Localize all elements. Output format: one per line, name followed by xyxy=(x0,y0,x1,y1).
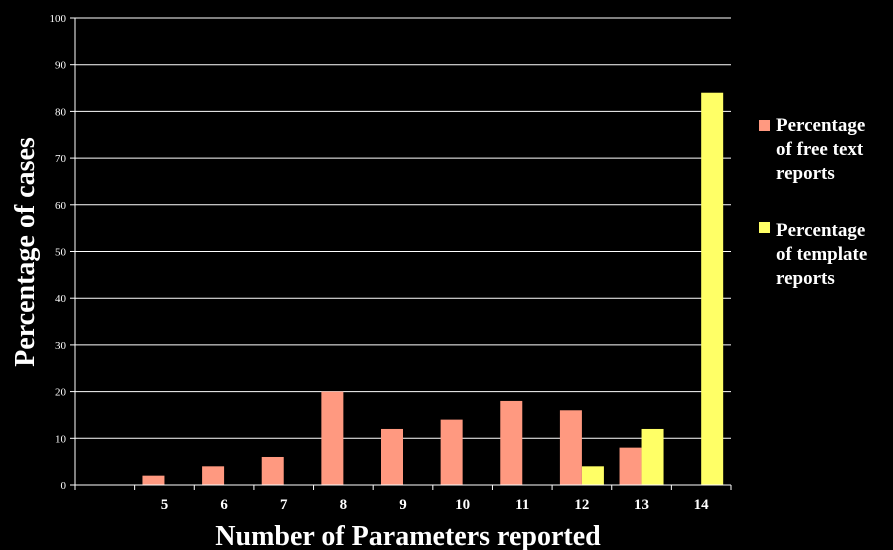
legend-swatch-template xyxy=(759,222,770,233)
x-tick-label: 5 xyxy=(161,497,169,513)
y-tick-label: 90 xyxy=(55,60,67,72)
y-tick-label: 20 xyxy=(55,387,67,399)
legend-swatch-free-text xyxy=(759,120,770,131)
x-tick-label: 13 xyxy=(634,497,649,513)
y-axis-title: Percentage of cases xyxy=(10,137,41,367)
y-tick-label: 100 xyxy=(50,13,67,25)
y-tick-label: 50 xyxy=(55,247,67,259)
gridlines xyxy=(75,17,731,439)
y-tick-label: 70 xyxy=(55,153,67,165)
bar xyxy=(619,447,642,485)
x-tick-label: 14 xyxy=(694,497,710,513)
x-tick-label: 6 xyxy=(220,497,228,513)
legend-label-free-text-line: Percentage xyxy=(776,115,865,136)
x-tick-label: 11 xyxy=(515,497,529,513)
bar xyxy=(440,419,463,485)
x-tick-label: 8 xyxy=(340,497,348,513)
x-tick-label: 7 xyxy=(280,497,288,513)
y-tick-label: 30 xyxy=(55,340,67,352)
y-tick-label: 10 xyxy=(55,433,67,445)
legend-label-template-line: of template xyxy=(776,244,867,265)
y-tick-label: 60 xyxy=(55,200,67,212)
bar xyxy=(142,475,165,485)
bar xyxy=(641,428,664,485)
legend-label-template-line: reports xyxy=(776,268,835,289)
bar xyxy=(261,456,284,485)
bar xyxy=(581,466,604,485)
y-tick-label: 40 xyxy=(55,293,67,305)
x-tick-label: 10 xyxy=(455,497,470,513)
legend-label-free-text-line: reports xyxy=(776,163,835,184)
legend-label-template-line: Percentage xyxy=(776,220,865,241)
bar xyxy=(202,466,225,485)
bar xyxy=(559,410,582,485)
legend-label-template: Percentage of template reports xyxy=(776,220,872,289)
x-axis-title: Number of Parameters reported xyxy=(215,521,601,550)
bar xyxy=(381,428,403,485)
bars xyxy=(142,92,724,485)
x-tick-label: 9 xyxy=(399,497,407,513)
y-tick-label: 0 xyxy=(61,480,67,492)
y-tick-label: 80 xyxy=(55,106,67,118)
tick-labels: 0 10 20 30 40 50 60 70 80 90 100 5 6 7 8 9 10 11 12 13 14 xyxy=(50,13,710,513)
legend-label-free-text: Percentage of free text reports xyxy=(776,115,870,184)
legend: Percentage of free text reports Percenta… xyxy=(759,115,872,289)
axes xyxy=(70,17,732,490)
bar xyxy=(701,92,724,485)
legend-label-free-text-line: of free text xyxy=(776,139,864,160)
bar xyxy=(500,400,523,485)
bar xyxy=(321,391,344,485)
x-tick-label: 12 xyxy=(574,497,589,513)
